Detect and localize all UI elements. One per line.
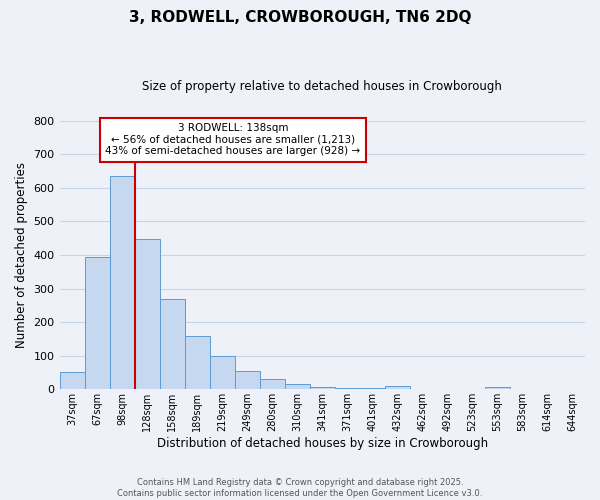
- Bar: [235, 371, 260, 390]
- Bar: [110, 176, 134, 390]
- X-axis label: Distribution of detached houses by size in Crowborough: Distribution of detached houses by size …: [157, 437, 488, 450]
- Bar: [260, 379, 285, 390]
- Bar: [134, 239, 160, 390]
- Bar: [410, 388, 435, 390]
- Text: Contains HM Land Registry data © Crown copyright and database right 2025.
Contai: Contains HM Land Registry data © Crown c…: [118, 478, 482, 498]
- Bar: [59, 372, 85, 390]
- Bar: [335, 388, 360, 390]
- Bar: [209, 356, 235, 390]
- Bar: [85, 258, 110, 390]
- Bar: [385, 386, 410, 390]
- Bar: [185, 336, 209, 390]
- Bar: [160, 298, 185, 390]
- Bar: [360, 388, 385, 390]
- Y-axis label: Number of detached properties: Number of detached properties: [15, 162, 28, 348]
- Bar: [285, 384, 310, 390]
- Title: Size of property relative to detached houses in Crowborough: Size of property relative to detached ho…: [142, 80, 502, 93]
- Bar: [485, 388, 510, 390]
- Bar: [310, 387, 335, 390]
- Text: 3, RODWELL, CROWBOROUGH, TN6 2DQ: 3, RODWELL, CROWBOROUGH, TN6 2DQ: [129, 10, 471, 25]
- Text: 3 RODWELL: 138sqm
← 56% of detached houses are smaller (1,213)
43% of semi-detac: 3 RODWELL: 138sqm ← 56% of detached hous…: [106, 123, 361, 156]
